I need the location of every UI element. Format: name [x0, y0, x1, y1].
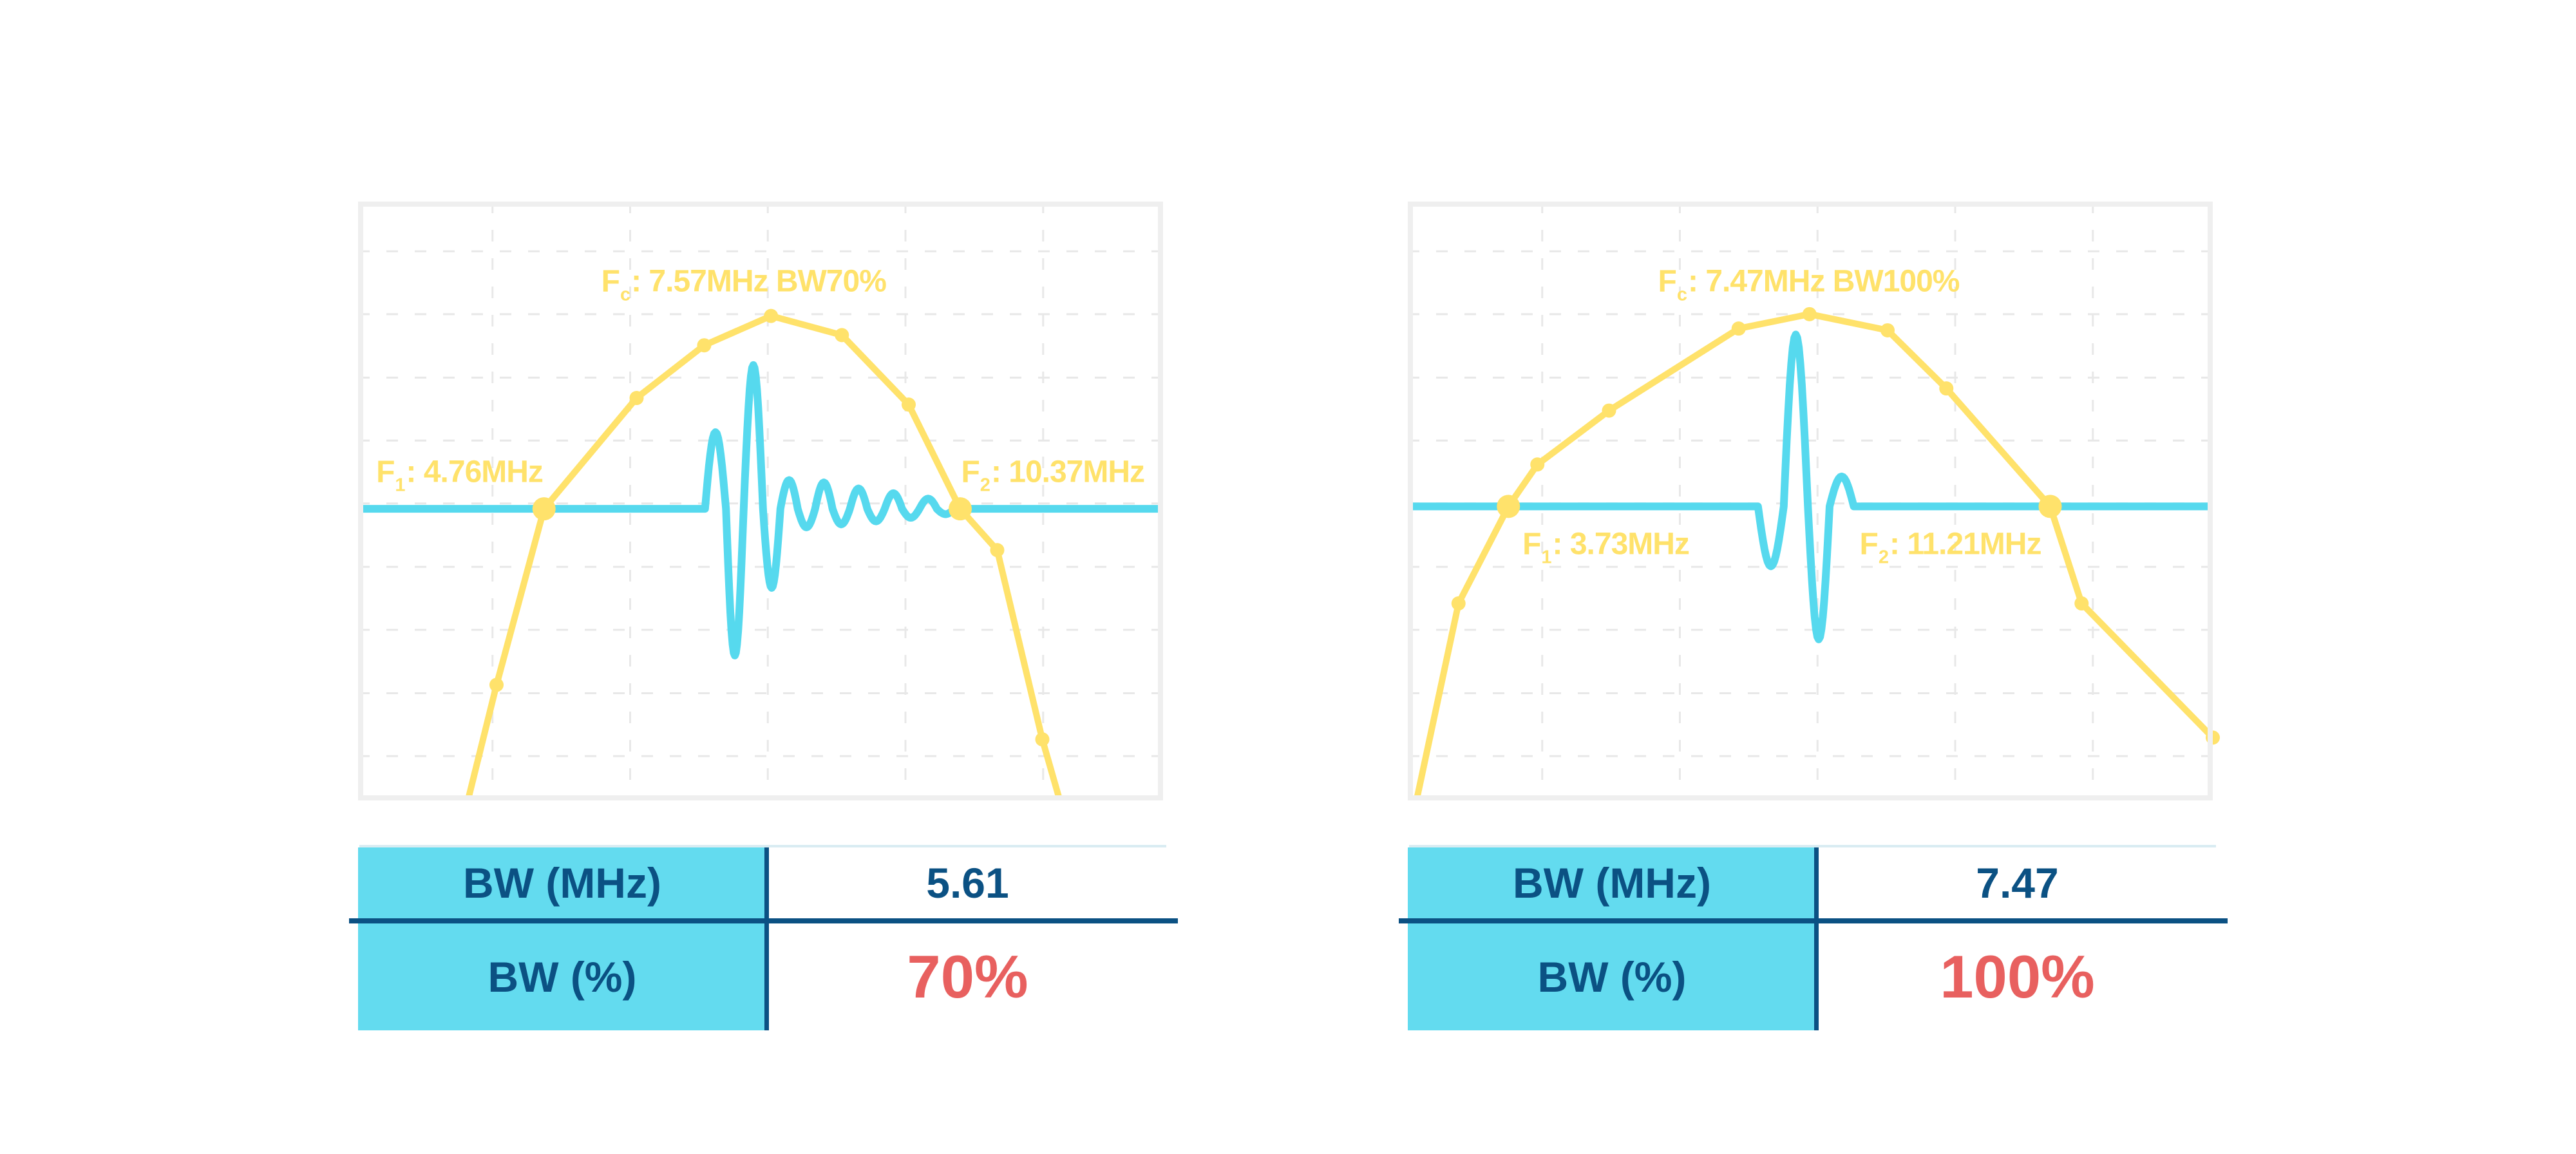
table-column-divider — [1814, 847, 1819, 1030]
bw-mhz-label: BW (MHz) — [463, 859, 661, 907]
bw-table-bw70: BW (MHz) 5.61 BW (%) 70% — [349, 845, 1178, 1033]
f2-subscript: 2 — [1878, 547, 1889, 568]
f1-subscript: 1 — [395, 475, 405, 496]
f1-annotation-bw70: F1: 4.76MHz — [376, 455, 544, 496]
fc-value-text: : 7.57MHz BW70% — [631, 264, 887, 299]
fc-subscript: c — [620, 284, 630, 305]
f2-subscript: 2 — [980, 475, 990, 496]
spectrum-plot-bw70 — [358, 202, 1163, 800]
f1-value-text: : 4.76MHz — [406, 455, 544, 489]
f1-prefix: F — [1522, 527, 1541, 562]
bw-percent-label: BW (%) — [488, 953, 637, 1001]
chart-panel-bw100: Fc: 7.47MHz BW100% F1: 3.73MHz F2: 11.21… — [1408, 202, 2220, 800]
fc-prefix: F — [1658, 264, 1677, 299]
table-row-divider — [1399, 918, 2228, 923]
table-header-column — [1408, 847, 1816, 1030]
spectrum-plot-bw100 — [1408, 202, 2220, 800]
fc-subscript: c — [1676, 284, 1687, 305]
chart-panel-bw70: Fc: 7.57MHz BW70% F1: 4.76MHz F2: 10.37M… — [358, 202, 1163, 800]
f1-value-text: : 3.73MHz — [1552, 527, 1690, 562]
table-row-divider — [349, 918, 1178, 923]
f1-prefix: F — [376, 455, 395, 489]
f1-annotation-bw100: F1: 3.73MHz — [1522, 526, 1690, 567]
f1-subscript: 1 — [1541, 547, 1551, 568]
fc-annotation-bw70: Fc: 7.57MHz BW70% — [601, 263, 887, 305]
table-top-border — [359, 845, 1166, 847]
f2-prefix: F — [961, 455, 980, 489]
bw-percent-value: 100% — [1940, 943, 2095, 1010]
bw-percent-value: 70% — [907, 943, 1028, 1010]
fc-value-text: : 7.47MHz BW100% — [1688, 264, 1960, 299]
bw-mhz-label: BW (MHz) — [1513, 859, 1711, 907]
table-top-border — [1409, 845, 2216, 847]
fc-prefix: F — [601, 264, 620, 299]
f2-value-text: : 10.37MHz — [990, 455, 1145, 489]
f2-value-text: : 11.21MHz — [1889, 527, 2041, 562]
table-column-divider — [764, 847, 769, 1030]
f2-prefix: F — [1859, 527, 1879, 562]
f2-annotation-bw100: F2: 11.21MHz — [1859, 526, 2042, 567]
f2-annotation-bw70: F2: 10.37MHz — [961, 455, 1145, 496]
bw-mhz-value: 7.47 — [1976, 859, 2059, 907]
bw-mhz-value: 5.61 — [926, 859, 1009, 907]
fc-annotation-bw100: Fc: 7.47MHz BW100% — [1658, 263, 1960, 305]
table-header-column — [358, 847, 766, 1030]
bw-percent-label: BW (%) — [1537, 953, 1687, 1001]
bw-table-bw100: BW (MHz) 7.47 BW (%) 100% — [1399, 845, 2228, 1033]
